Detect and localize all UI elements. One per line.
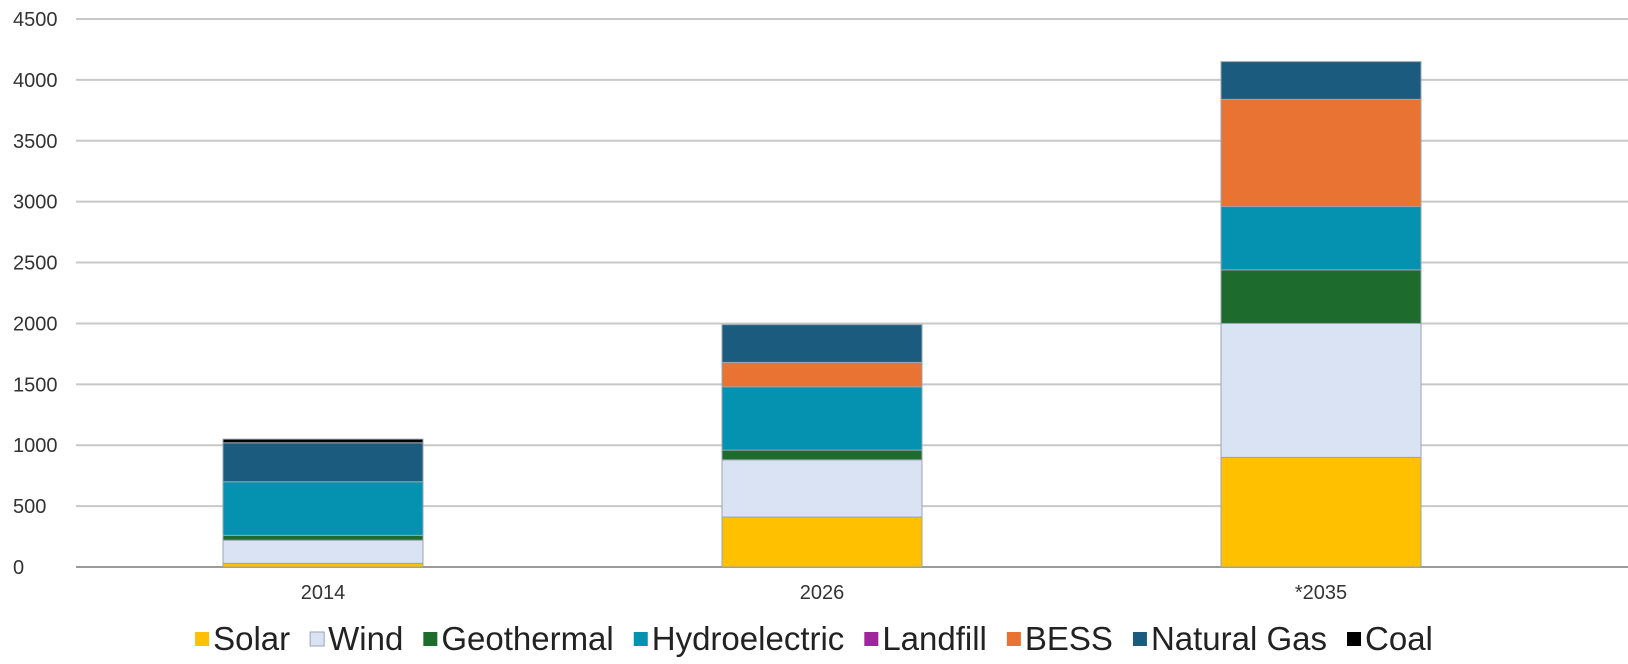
y-tick-label: 4000 [13,70,58,92]
bars [222,61,1422,568]
y-tick-label: 1000 [13,435,58,457]
legend-label-solar: Solar [213,620,290,657]
y-tick-label: 2500 [13,253,58,275]
legend-swatch-landfill [864,632,879,646]
bar-2035-hydroelectric [1220,206,1422,271]
bar-2014-coal [222,438,424,444]
x-axis: 2014 2026 *2035 [301,582,1347,604]
bar-2035-geothermal [1220,269,1422,324]
bar-2035-natural-gas [1220,61,1422,100]
legend-label-geothermal: Geothermal [441,620,613,657]
bar-2014-hydroelectric [222,481,424,536]
legend-swatch-solar [195,632,210,646]
bar-2014-geothermal [222,534,424,541]
bar-2035-bess [1220,98,1422,208]
bar-2026-wind [721,459,923,518]
y-tick-label: 0 [13,557,24,579]
y-tick-label: 4500 [13,9,58,31]
legend-swatch-natural-gas [1132,632,1147,646]
bar-2014-solar [222,562,424,568]
bar-2014-natural-gas [222,442,424,483]
legend: Solar Wind Geothermal Hydroelectric Landfill… [195,620,1433,657]
legend-swatch-coal [1347,632,1362,646]
legend-label-landfill: Landfill [882,620,987,657]
legend-swatch-hydroelectric [633,632,648,646]
y-tick-label: 2000 [13,313,58,335]
legend-label-hydroelectric: Hydroelectric [652,620,845,657]
legend-label-coal: Coal [1365,620,1433,657]
legend-swatch-wind [309,631,325,647]
legend-label-wind: Wind [328,620,403,657]
legend-swatch-bess [1006,632,1021,646]
legend-swatch-geothermal [423,632,438,646]
bar-2026-hydroelectric [721,386,923,451]
x-tick-label: 2026 [800,582,845,604]
bar-2026-solar [721,516,923,568]
legend-label-bess: BESS [1025,620,1113,657]
bar-2026-natural-gas [721,324,923,363]
x-tick-label: 2014 [301,582,346,604]
bar-2035-wind [1220,322,1422,458]
bar-2026-geothermal [721,449,923,461]
y-tick-label: 3500 [13,131,58,153]
bar-2014-wind [222,539,424,564]
y-axis: 0 500 1000 1500 2000 2500 3000 3500 4000 4500 [13,9,58,579]
bar-2035-solar [1220,456,1422,568]
bar-2026-bess [721,361,923,388]
x-tick-label: *2035 [1295,582,1347,604]
legend-label-natural-gas: Natural Gas [1151,620,1327,657]
y-tick-label: 500 [13,496,46,518]
y-tick-label: 3000 [13,192,58,214]
y-tick-label: 1500 [13,374,58,396]
